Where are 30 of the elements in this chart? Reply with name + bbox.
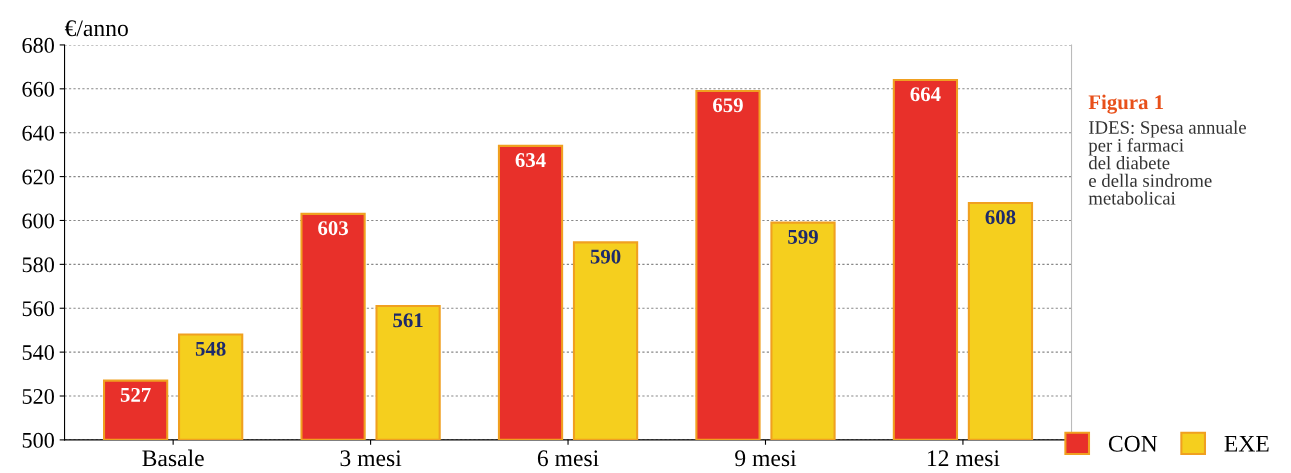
data-label: 664 [910, 87, 941, 102]
y-tick-label: 680 [22, 37, 54, 53]
data-label: 603 [318, 221, 348, 236]
y-tick-label: 560 [22, 301, 54, 317]
y-tick-label: 600 [22, 213, 54, 229]
y-tick-label: 500 [22, 432, 54, 448]
text: Figura 1 [1088, 94, 1164, 114]
data-label: 548 [195, 341, 226, 356]
y-tick-label: 580 [22, 257, 54, 273]
data-label: 590 [590, 249, 621, 264]
y-tick-label: 660 [22, 81, 54, 97]
y-tick-label: 640 [22, 125, 54, 141]
x-tick-label: Basale [142, 449, 204, 467]
x-tick-label: 6 mesi [537, 450, 599, 467]
x-tick-label: 3 mesi [340, 450, 402, 467]
x-tick-label: 12 mesi [927, 450, 1000, 467]
legend-label: CON [1108, 435, 1158, 452]
y-tick-label: 620 [22, 169, 54, 185]
data-label: 561 [393, 313, 423, 328]
data-label: 634 [515, 153, 546, 168]
x-tick-label: 9 mesi [735, 450, 797, 467]
data-label: 608 [985, 210, 1016, 225]
text: IDES: Spesa annuale per i farmaci del diabete e della sindrome metabolicai [1088, 120, 1246, 205]
y-tick-label: 520 [22, 388, 54, 404]
legend-label: EXE [1224, 435, 1269, 452]
y-tick-label: 540 [22, 345, 54, 361]
data-label: 659 [713, 98, 743, 113]
data-label: 599 [788, 229, 818, 244]
y-axis-title: €/anno [64, 20, 128, 37]
data-label: 527 [120, 387, 151, 402]
